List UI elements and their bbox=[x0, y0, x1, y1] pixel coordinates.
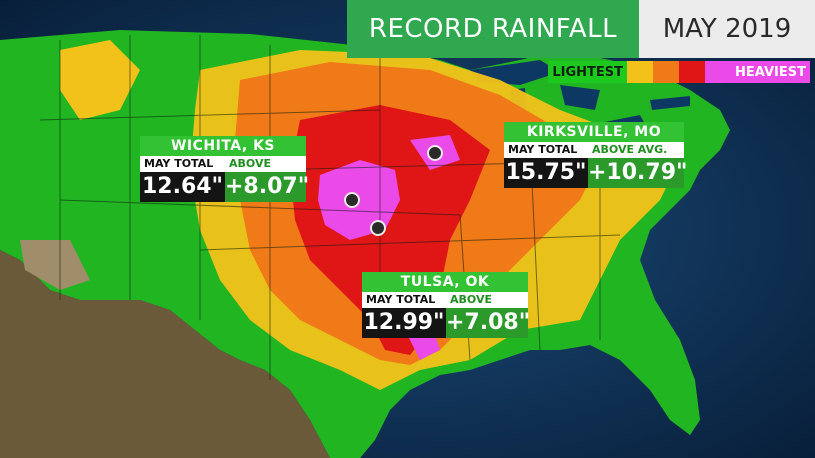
callout-total-col: MAY TOTAL 15.75" bbox=[504, 142, 588, 188]
border-line bbox=[39, 109, 381, 121]
kirksville-marker bbox=[427, 145, 443, 161]
callout-total-value: 12.64" bbox=[140, 172, 225, 202]
callout-city: TULSA, OK bbox=[362, 272, 528, 292]
wichita-marker bbox=[344, 192, 360, 208]
tulsa-marker bbox=[370, 220, 386, 236]
callout-body: MAY TOTAL 12.64" ABOVE AVG. +8.07" bbox=[140, 156, 309, 202]
callout-city: KIRKSVILLE, MO bbox=[504, 122, 684, 142]
legend-swatch-yellow bbox=[627, 61, 654, 83]
callout-city: WICHITA, KS bbox=[140, 136, 306, 156]
callout-above-col: ABOVE AVG. +10.79" bbox=[588, 142, 687, 188]
legend-swatch-magenta bbox=[705, 61, 732, 83]
callout-above-col: ABOVE AVG. +8.07" bbox=[225, 156, 309, 202]
callout-above-col: ABOVE AVG. +7.08" bbox=[446, 292, 530, 338]
mexico-terrain bbox=[0, 250, 330, 458]
legend-low-label: LIGHTEST bbox=[548, 61, 628, 83]
callout-total-label: MAY TOTAL bbox=[140, 156, 225, 172]
callout-above-value: +7.08" bbox=[446, 308, 530, 338]
callout-total-label: MAY TOTAL bbox=[504, 142, 588, 158]
legend-swatch-red bbox=[679, 61, 706, 83]
map-date: MAY 2019 bbox=[639, 0, 815, 58]
lake-huron bbox=[560, 85, 600, 110]
callout-tulsa: TULSA, OK MAY TOTAL 12.99" ABOVE AVG. +7… bbox=[362, 272, 530, 338]
callout-above-value: +10.79" bbox=[588, 158, 687, 188]
legend-high-label: HEAVIEST bbox=[731, 61, 810, 83]
callout-total-value: 12.99" bbox=[362, 308, 446, 338]
title-bar: RECORD RAINFALL MAY 2019 bbox=[347, 0, 815, 58]
callout-kirksville: KIRKSVILLE, MO MAY TOTAL 15.75" ABOVE AV… bbox=[504, 122, 687, 188]
rain-band-yellow-west bbox=[60, 40, 140, 120]
desert-patch bbox=[20, 240, 90, 290]
callout-above-label: ABOVE AVG. bbox=[446, 292, 528, 322]
callout-total-col: MAY TOTAL 12.64" bbox=[140, 156, 225, 202]
lake-ontario bbox=[650, 96, 690, 110]
callout-total-col: MAY TOTAL 12.99" bbox=[362, 292, 446, 338]
rainfall-legend: LIGHTEST HEAVIEST bbox=[548, 61, 810, 83]
callout-above-label: ABOVE AVG. bbox=[588, 142, 684, 158]
map-title: RECORD RAINFALL bbox=[347, 0, 639, 58]
callout-total-label: MAY TOTAL bbox=[362, 292, 446, 308]
callout-wichita: WICHITA, KS MAY TOTAL 12.64" ABOVE AVG. … bbox=[140, 136, 309, 202]
legend-swatch-orange bbox=[653, 61, 680, 83]
border-line bbox=[199, 234, 621, 251]
callout-body: MAY TOTAL 15.75" ABOVE AVG. +10.79" bbox=[504, 142, 687, 188]
border-line bbox=[59, 199, 461, 216]
callout-body: MAY TOTAL 12.99" ABOVE AVG. +7.08" bbox=[362, 292, 530, 338]
callout-above-label: ABOVE AVG. bbox=[225, 156, 306, 186]
callout-total-value: 15.75" bbox=[504, 158, 588, 188]
callout-above-value: +8.07" bbox=[225, 172, 309, 202]
